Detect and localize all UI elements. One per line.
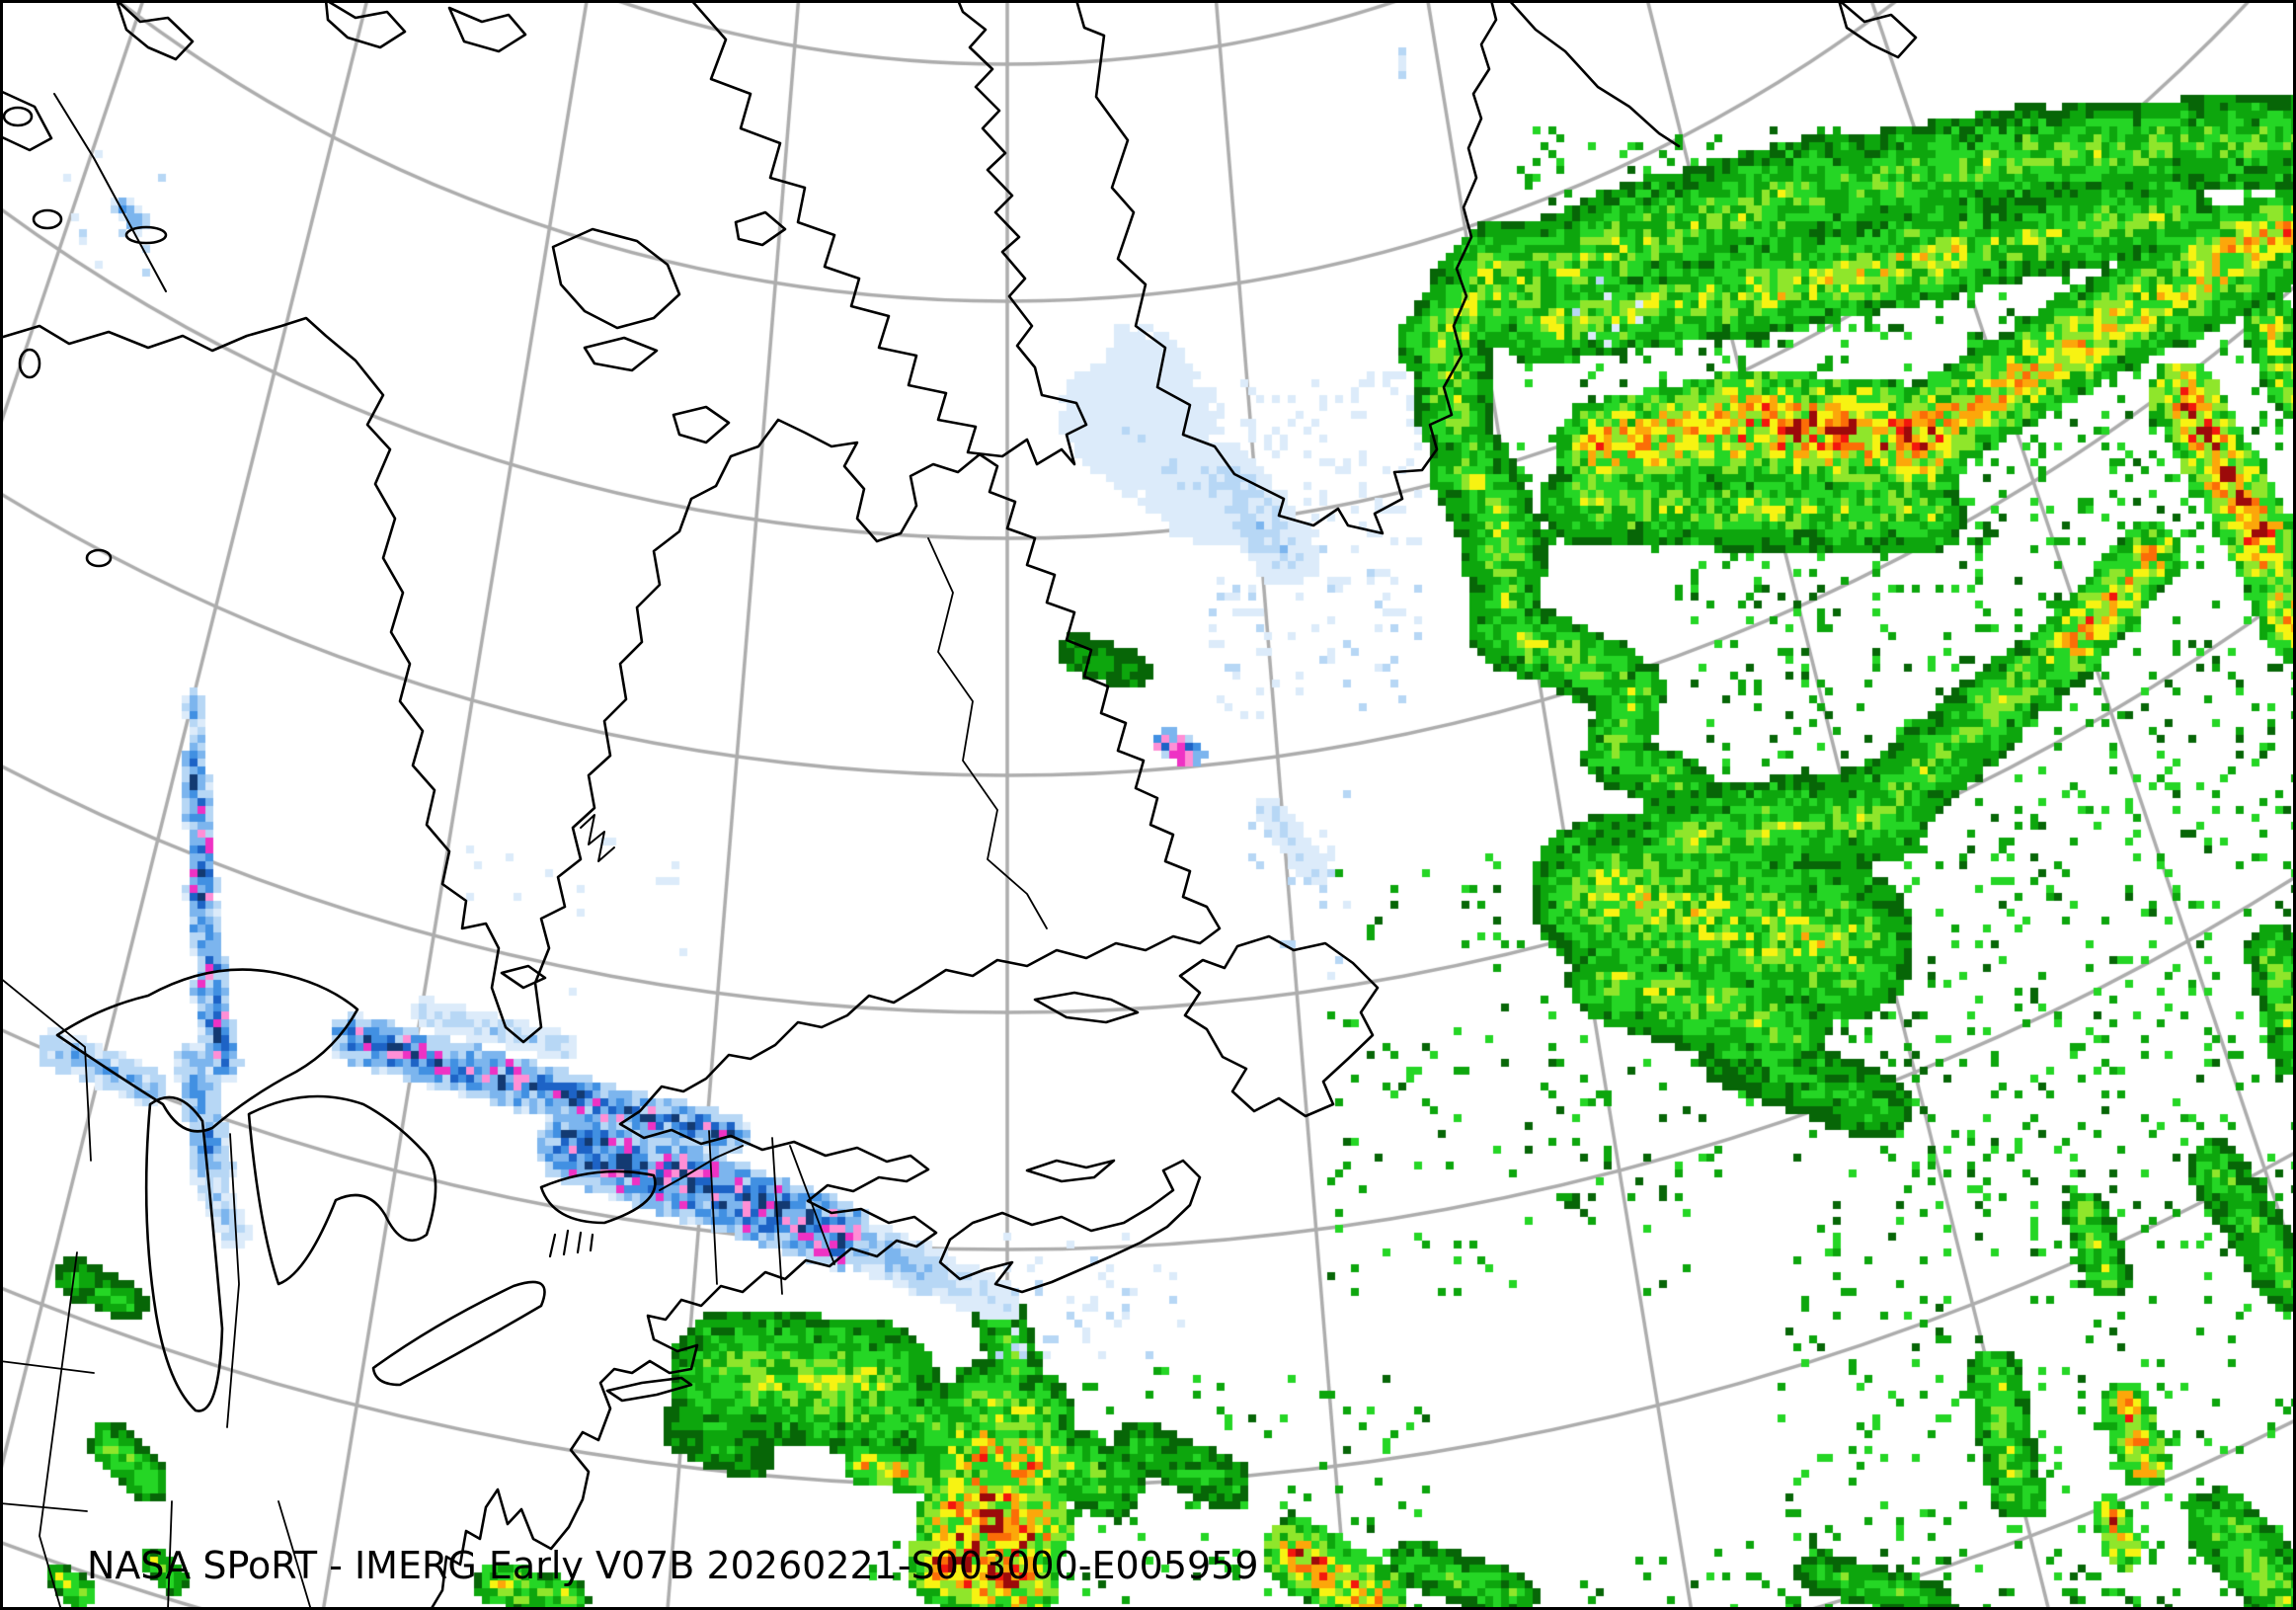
coastline-mainland — [0, 316, 1222, 1610]
small-lake — [32, 208, 63, 230]
coastline-greenland-islet — [1837, 0, 1918, 59]
coastline-long-island — [605, 1376, 693, 1403]
akimiski-island — [500, 964, 547, 990]
small-lake — [124, 225, 168, 245]
lake-huron — [247, 1094, 437, 1286]
finger-lakes — [548, 1229, 594, 1258]
state-borders — [0, 977, 835, 1610]
small-lake — [85, 548, 113, 568]
lake-ontario — [539, 1169, 657, 1225]
coats-island — [583, 336, 659, 372]
arctic-island — [0, 89, 53, 152]
small-lake — [2, 106, 34, 127]
small-lake — [18, 348, 41, 379]
lake-michigan — [144, 1095, 224, 1412]
mansel-island — [672, 405, 731, 444]
coastline-nova-scotia — [938, 1159, 1202, 1294]
coastline-east-greenland — [1507, 0, 1681, 148]
foxe-island — [734, 210, 787, 247]
lake-erie — [371, 1280, 546, 1387]
coastline-pei — [1025, 1159, 1116, 1183]
arctic-inlet — [53, 93, 167, 292]
product-timestamp-label: NASA SPoRT - IMERG Early V07B 20260221-S… — [87, 1544, 1259, 1587]
coastline-anticosti — [1033, 991, 1140, 1024]
labrador-border — [927, 537, 1048, 929]
coastline-newfoundland — [1178, 934, 1380, 1118]
lake-superior — [55, 968, 359, 1133]
belcher-islands — [580, 814, 615, 862]
coastline-greenland — [1074, 0, 1498, 535]
southampton-island — [551, 227, 681, 330]
arctic-island — [115, 0, 195, 61]
arctic-island — [447, 6, 527, 53]
arctic-island — [324, 0, 407, 49]
st-lawrence-river — [659, 1145, 744, 1191]
coastline-baffin-island — [689, 0, 1088, 466]
